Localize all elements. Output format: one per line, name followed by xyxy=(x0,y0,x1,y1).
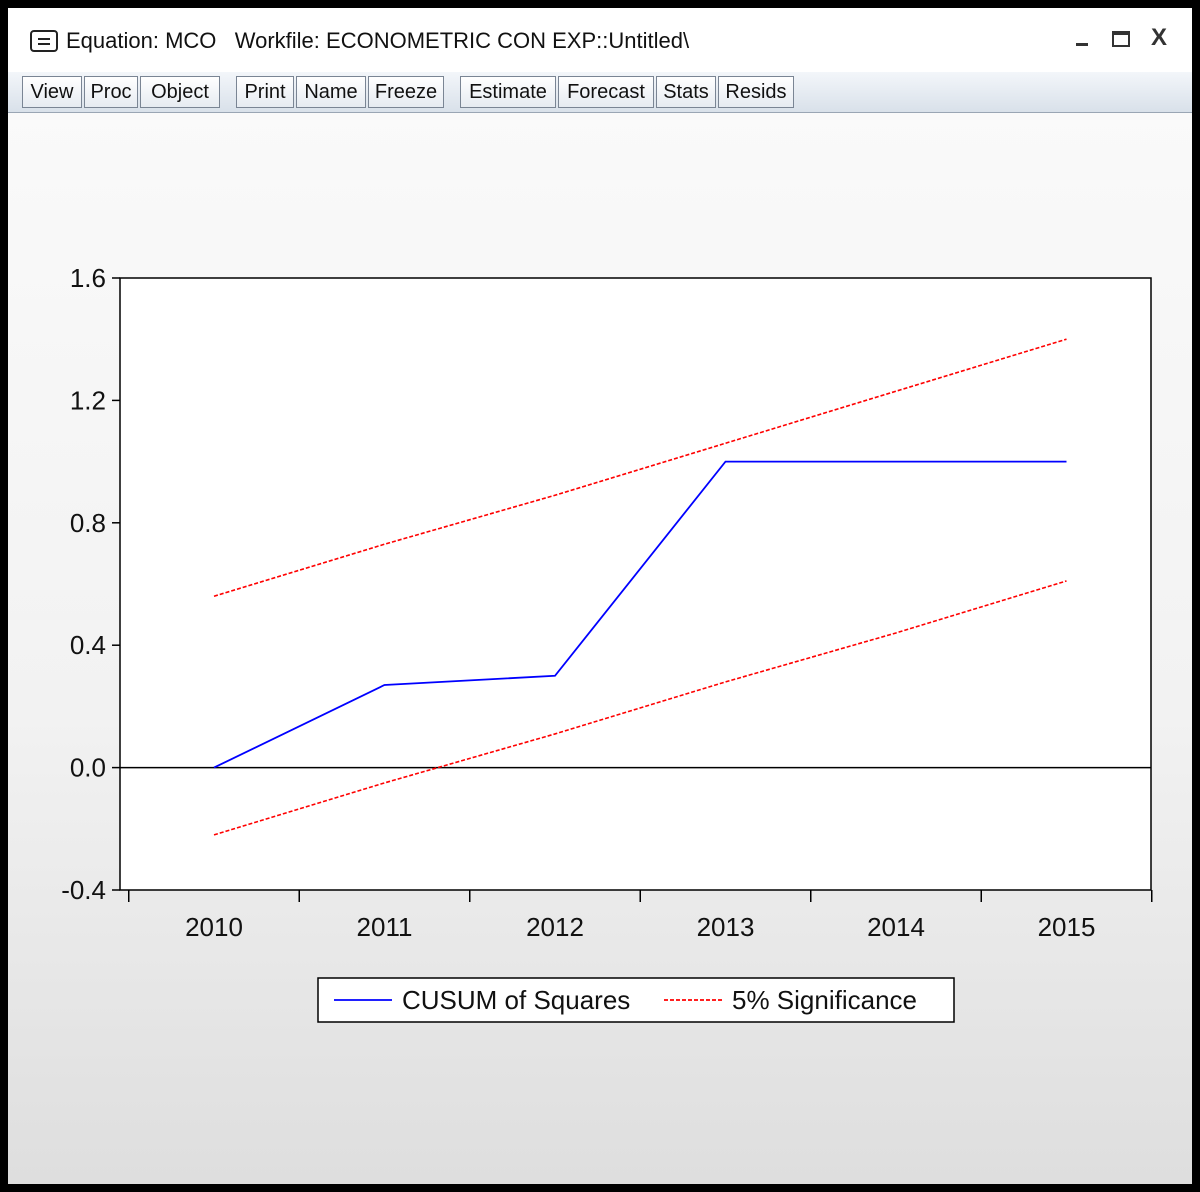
x-tick-label: 2014 xyxy=(867,912,925,942)
lower-significance-line xyxy=(213,580,1067,836)
view-button[interactable]: View xyxy=(22,76,82,108)
freeze-button[interactable]: Freeze xyxy=(368,76,444,108)
y-tick-label: 1.2 xyxy=(70,385,106,415)
x-tick-label: 2015 xyxy=(1038,912,1096,942)
y-tick-label: 1.6 xyxy=(70,263,106,293)
estimate-button[interactable]: Estimate xyxy=(460,76,556,108)
y-tick-label: 0.8 xyxy=(70,508,106,538)
title-bar[interactable]: Equation: MCO Workfile: ECONOMETRIC CON … xyxy=(8,8,1192,72)
x-tick-label: 2010 xyxy=(185,912,243,942)
minimize-icon[interactable] xyxy=(1070,24,1096,52)
legend-significance-label: 5% Significance xyxy=(732,985,917,1015)
x-tick-label: 2013 xyxy=(697,912,755,942)
name-button[interactable]: Name xyxy=(296,76,366,108)
equation-window: Equation: MCO Workfile: ECONOMETRIC CON … xyxy=(8,8,1192,1184)
stats-button[interactable]: Stats xyxy=(656,76,716,108)
legend-cusum-label: CUSUM of Squares xyxy=(402,985,630,1015)
cusum-chart: -0.4 0.0 0.4 0.8 1.2 1.6 2010 2011 2012 2013 2014 2… xyxy=(61,263,1153,1023)
proc-button[interactable]: Proc xyxy=(84,76,138,108)
window-menu-icon[interactable] xyxy=(30,30,58,52)
print-button[interactable]: Print xyxy=(236,76,294,108)
maximize-icon[interactable] xyxy=(1108,24,1134,52)
window-controls: X xyxy=(1070,24,1172,52)
x-tick-label: 2011 xyxy=(357,912,413,942)
x-tick-label: 2012 xyxy=(526,912,584,942)
upper-significance-line xyxy=(213,338,1067,598)
cusum-series-line xyxy=(213,460,1067,769)
y-tick-label: 0.4 xyxy=(70,630,106,660)
plot-area xyxy=(119,277,1152,891)
y-tick-label: -0.4 xyxy=(61,875,106,905)
legend-box xyxy=(317,977,955,1023)
object-button[interactable]: Object xyxy=(140,76,220,108)
close-icon[interactable]: X xyxy=(1150,24,1167,51)
y-tick-label: 0.0 xyxy=(70,753,106,783)
forecast-button[interactable]: Forecast xyxy=(558,76,654,108)
resids-button[interactable]: Resids xyxy=(718,76,794,108)
toolbar: View Proc Object Print Name Freeze Estim… xyxy=(8,72,1192,113)
window-title: Equation: MCO Workfile: ECONOMETRIC CON … xyxy=(66,28,690,53)
